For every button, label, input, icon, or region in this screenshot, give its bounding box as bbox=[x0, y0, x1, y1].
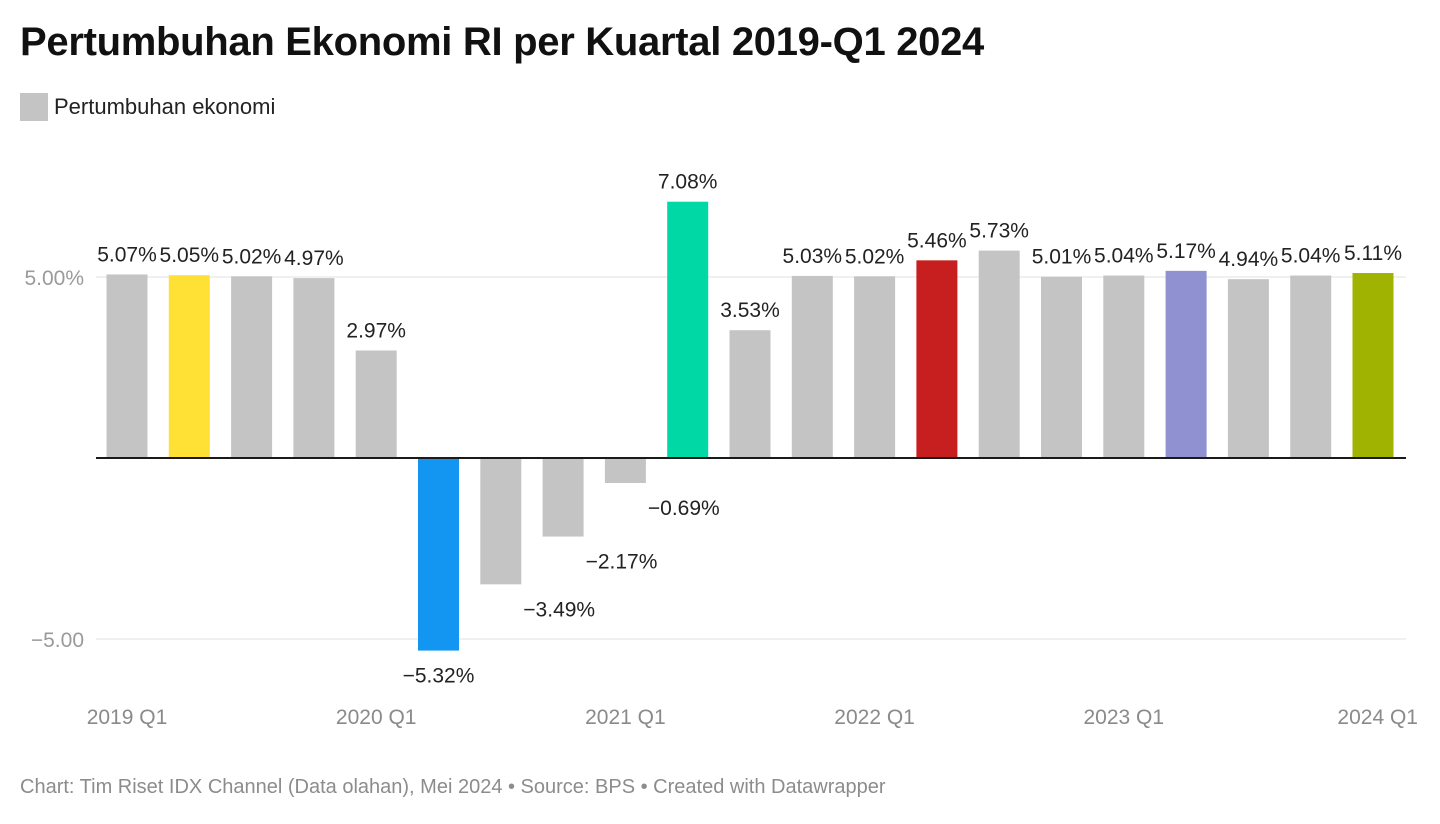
data-label: 5.07% bbox=[97, 243, 157, 266]
x-tick-label: 2020 Q1 bbox=[336, 706, 417, 729]
data-label: 5.11% bbox=[1344, 242, 1402, 265]
y-tick-label: 5.00% bbox=[24, 267, 84, 290]
data-label: −5.32% bbox=[403, 665, 475, 688]
bar bbox=[667, 201, 709, 459]
chart-title: Pertumbuhan Ekonomi RI per Kuartal 2019-… bbox=[20, 20, 984, 64]
data-label: 2.97% bbox=[346, 319, 406, 342]
bar bbox=[355, 350, 397, 458]
data-label: 7.08% bbox=[658, 171, 718, 194]
y-tick-label: −5.00 bbox=[31, 629, 84, 652]
x-tick-label: 2019 Q1 bbox=[87, 706, 168, 729]
chart-footer: Chart: Tim Riset IDX Channel (Data olaha… bbox=[20, 776, 886, 798]
x-tick-label: 2021 Q1 bbox=[585, 706, 666, 729]
data-label: −3.49% bbox=[523, 598, 595, 621]
data-label: 5.01% bbox=[1032, 246, 1092, 269]
bar bbox=[1165, 270, 1207, 458]
data-label: 5.02% bbox=[222, 245, 282, 268]
bar bbox=[542, 458, 584, 537]
bar bbox=[1041, 276, 1082, 458]
bar bbox=[604, 458, 646, 483]
legend: Pertumbuhan ekonomi bbox=[20, 92, 275, 122]
data-label: 5.02% bbox=[845, 245, 905, 268]
data-label: 4.94% bbox=[1219, 248, 1279, 271]
data-label: −2.17% bbox=[586, 551, 658, 574]
data-label: −0.69% bbox=[648, 497, 720, 520]
bar bbox=[854, 276, 896, 458]
legend-label: Pertumbuhan ekonomi bbox=[54, 94, 276, 119]
bar bbox=[418, 458, 459, 651]
data-label: 5.17% bbox=[1156, 240, 1216, 263]
data-label: 5.05% bbox=[160, 244, 220, 267]
data-label: 5.73% bbox=[969, 220, 1029, 243]
data-label: 5.03% bbox=[783, 245, 843, 268]
bar-chart: 5.00%−5.005.07% 5.05% 5.02% 4.97%2.97%−5.32… bbox=[24, 171, 1418, 729]
bar bbox=[480, 458, 522, 585]
x-tick-label: 2022 Q1 bbox=[834, 706, 915, 729]
bar bbox=[1103, 275, 1145, 458]
bar bbox=[791, 275, 833, 458]
bar bbox=[168, 275, 210, 458]
data-label: 5.04% bbox=[1094, 245, 1154, 268]
data-label: 4.97% bbox=[284, 247, 344, 270]
data-label: 5.04% bbox=[1281, 245, 1341, 268]
x-tick-label: 2023 Q1 bbox=[1084, 706, 1165, 729]
bar bbox=[1352, 273, 1394, 458]
bar bbox=[1290, 275, 1332, 458]
data-label: 3.53% bbox=[720, 299, 780, 322]
legend-swatch bbox=[20, 93, 48, 121]
bar bbox=[106, 274, 148, 458]
bar bbox=[293, 278, 335, 458]
data-label: 5.46% bbox=[907, 229, 967, 252]
bar bbox=[231, 276, 273, 458]
bar bbox=[916, 260, 958, 458]
bar bbox=[978, 250, 1020, 458]
bar bbox=[729, 330, 771, 458]
x-tick-label: 2024 Q1 bbox=[1337, 706, 1418, 729]
bar bbox=[1227, 279, 1269, 458]
